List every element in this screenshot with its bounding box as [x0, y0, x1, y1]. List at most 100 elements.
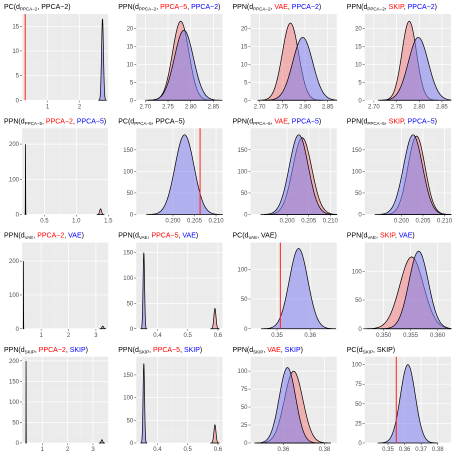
y-tick-label: 100	[9, 400, 20, 406]
density-predictive	[146, 134, 223, 215]
y-tick-label: 10	[127, 62, 134, 68]
density-blue	[140, 363, 148, 444]
y-tick-label: 0	[358, 441, 362, 447]
density-blue	[254, 367, 321, 444]
title-part: ,	[263, 347, 267, 354]
title-part: ,	[180, 347, 184, 354]
title-part: VAE	[267, 347, 281, 354]
x-tick-label: 0.350	[376, 333, 392, 339]
panel-title: PPN(dSKIP, PPCA−2, SKIP)	[4, 347, 88, 355]
x-tick-label: 0.205	[187, 219, 203, 225]
x-tick-label: 0.4	[153, 333, 162, 339]
title-part: ,	[271, 4, 275, 11]
panel-background	[22, 242, 109, 329]
density-blue	[379, 250, 452, 330]
y-tick-label: 5	[130, 80, 134, 86]
title-subscript: SKIP	[25, 349, 35, 354]
y-tick-label: 0	[358, 98, 362, 104]
y-tick-label: 15	[12, 24, 19, 30]
title-part: ,	[35, 347, 39, 354]
title-part: PPN(d	[347, 233, 368, 240]
y-tick-label: 100	[123, 276, 134, 282]
x-tick-label: 2.80	[185, 104, 197, 110]
panel-title: PC(dPPCA−5, PPCA−5)	[118, 118, 185, 126]
y-tick-label: 100	[9, 293, 20, 299]
x-tick-label: 0.38	[319, 447, 331, 453]
panel-title: PC(dPPCA−2, PPCA−2)	[4, 4, 71, 12]
y-tick-label: 5	[16, 74, 20, 80]
x-tick-label: 0.6	[214, 447, 223, 453]
title-part: PC(d	[4, 4, 20, 11]
title-part: )	[196, 233, 198, 240]
x-tick-label: 2.85	[322, 104, 334, 110]
panel-title: PPN(dPPCA−5, SKIP, PPCA−5)	[347, 118, 437, 126]
x-tick-label: 0.4	[153, 447, 162, 453]
y-tick-label: 150	[123, 251, 134, 257]
panel-background	[136, 356, 223, 443]
x-tick-label: 3	[91, 447, 95, 453]
x-tick-label: 1.5	[104, 219, 113, 225]
density-predictive	[98, 18, 107, 101]
title-part: )	[435, 4, 437, 11]
y-tick-label: 100	[237, 369, 248, 375]
y-tick-label: 75	[241, 387, 248, 393]
title-part: SKIP	[70, 347, 86, 354]
title-part: , PPCA−5)	[152, 118, 185, 125]
title-part: PPCA−2	[39, 347, 66, 354]
x-tick-label: 2	[67, 333, 71, 339]
y-tick-label: 0	[130, 213, 134, 219]
x-tick-label: 1	[41, 447, 45, 453]
title-part: ,	[281, 347, 285, 354]
title-part: VAE	[399, 233, 413, 240]
y-tick-label: 15	[355, 44, 362, 50]
density-red	[210, 307, 220, 330]
density-red	[96, 208, 105, 215]
panel-title: PPN(dPPCA−2, PPCA−5, PPCA−2)	[118, 4, 220, 12]
y-tick-label: 150	[9, 379, 20, 385]
panel: PC(dSKIP, SKIP) 0.35 0.36 0.37 0.38 0 25 50 75 10…	[347, 347, 451, 453]
panel-background	[22, 356, 109, 443]
title-subscript: PPCA−2	[253, 7, 271, 12]
title-part: ,	[187, 4, 191, 11]
panel: PPN(dPPCA−2, PPCA−5, PPCA−2)2.70 2.75 2.80…	[118, 4, 223, 110]
title-subscript: VAE	[139, 235, 148, 240]
title-part: ,	[395, 233, 399, 240]
y-tick-label: 50	[241, 191, 248, 197]
title-part: )	[86, 347, 88, 354]
panel: PPN(dVAE, SKIP, VAE)0.350 0.355 0.36005010…	[347, 233, 452, 339]
panel-title: PPN(dSKIP, PPCA−5, SKIP)	[118, 347, 202, 355]
title-part: ,	[156, 4, 160, 11]
title-part: ,	[178, 233, 182, 240]
y-tick-label: 20	[355, 26, 362, 32]
title-part: PPCA−2	[191, 4, 218, 11]
density-blue	[260, 134, 338, 215]
panel: PC(dPPCA−2, PPCA−2) 1 2 0 5 10 15	[4, 4, 109, 110]
title-subscript: PPCA−2	[139, 7, 157, 12]
y-tick-label: 0	[16, 98, 20, 104]
y-tick-label: 0	[358, 213, 362, 219]
title-part: ,	[271, 118, 275, 125]
title-part: ,	[149, 347, 153, 354]
y-tick-label: 100	[123, 169, 134, 175]
y-tick-label: 0	[244, 441, 248, 447]
panel-background	[136, 242, 223, 329]
panel-title: PC(dVAE, VAE)	[233, 233, 277, 241]
panel: PPN(dSKIP, PPCA−5, SKIP)0.4 0.5 0.60501001…	[118, 347, 223, 453]
y-tick-label: 10	[12, 49, 19, 55]
x-tick-label: 2.75	[276, 104, 288, 110]
y-tick-label: 50	[241, 405, 248, 411]
y-tick-label: 50	[127, 301, 134, 307]
title-part: )	[82, 233, 84, 240]
title-part: )	[412, 233, 414, 240]
title-subscript: PPCA−5	[134, 121, 152, 126]
title-part: PPN(d	[118, 233, 139, 240]
x-tick-label: 0.210	[209, 219, 225, 225]
title-part: SKIP	[389, 4, 405, 11]
y-tick-label: 100	[123, 396, 134, 402]
y-tick-label: 0	[16, 327, 20, 333]
panel-background	[22, 128, 109, 215]
x-tick-label: 2.70	[254, 104, 266, 110]
y-tick-label: 0	[130, 98, 134, 104]
